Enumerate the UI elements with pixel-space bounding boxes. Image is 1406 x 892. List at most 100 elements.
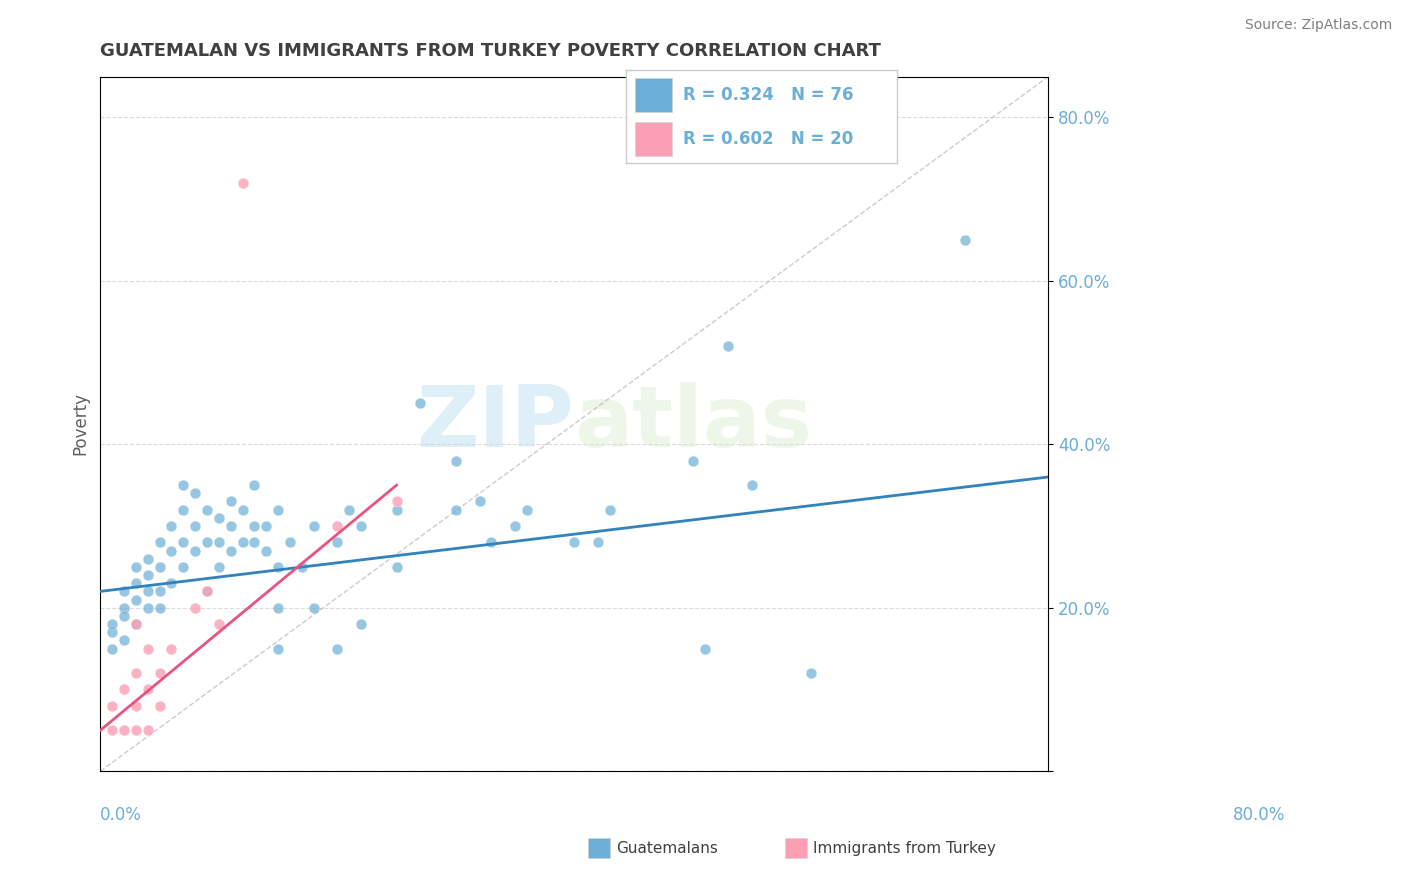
- Point: [195, 535, 218, 549]
- Point: [149, 698, 172, 713]
- Text: atlas: atlas: [574, 383, 813, 466]
- Point: [172, 478, 194, 492]
- Point: [693, 641, 716, 656]
- Point: [254, 519, 277, 533]
- Point: [125, 576, 148, 591]
- Point: [112, 608, 135, 623]
- Point: [562, 535, 585, 549]
- Point: [243, 478, 266, 492]
- Point: [326, 641, 349, 656]
- Point: [184, 600, 207, 615]
- Point: [195, 584, 218, 599]
- Point: [385, 494, 408, 508]
- Point: [149, 559, 172, 574]
- Point: [195, 502, 218, 516]
- Point: [409, 396, 432, 410]
- Point: [503, 519, 526, 533]
- Point: [326, 535, 349, 549]
- Point: [444, 502, 467, 516]
- Point: [184, 519, 207, 533]
- Point: [101, 641, 124, 656]
- Point: [149, 600, 172, 615]
- Point: [326, 519, 349, 533]
- Point: [149, 535, 172, 549]
- Point: [125, 592, 148, 607]
- FancyBboxPatch shape: [634, 122, 672, 156]
- Point: [302, 519, 325, 533]
- Point: [337, 502, 360, 516]
- Point: [232, 502, 254, 516]
- Point: [112, 600, 135, 615]
- Point: [350, 519, 373, 533]
- Point: [101, 617, 124, 632]
- Point: [125, 723, 148, 738]
- Text: Guatemalans: Guatemalans: [616, 841, 717, 855]
- Point: [136, 723, 159, 738]
- Point: [243, 535, 266, 549]
- Point: [101, 698, 124, 713]
- Point: [125, 698, 148, 713]
- Point: [682, 453, 704, 467]
- Text: ZIP: ZIP: [416, 383, 574, 466]
- Point: [125, 559, 148, 574]
- Point: [267, 600, 290, 615]
- Point: [267, 641, 290, 656]
- Point: [219, 494, 242, 508]
- Point: [468, 494, 491, 508]
- Point: [350, 617, 373, 632]
- Point: [955, 233, 977, 247]
- Point: [112, 723, 135, 738]
- Point: [267, 559, 290, 574]
- Y-axis label: Poverty: Poverty: [72, 392, 89, 455]
- Point: [385, 559, 408, 574]
- Point: [586, 535, 609, 549]
- Point: [741, 478, 763, 492]
- Point: [160, 543, 183, 558]
- Point: [160, 576, 183, 591]
- Point: [208, 617, 231, 632]
- Point: [125, 617, 148, 632]
- Point: [136, 551, 159, 566]
- Point: [243, 519, 266, 533]
- Point: [219, 519, 242, 533]
- Point: [219, 543, 242, 558]
- Point: [101, 723, 124, 738]
- Point: [302, 600, 325, 615]
- Point: [208, 559, 231, 574]
- Point: [136, 641, 159, 656]
- Point: [278, 535, 301, 549]
- Point: [254, 543, 277, 558]
- Point: [172, 535, 194, 549]
- Point: [112, 633, 135, 648]
- Point: [172, 502, 194, 516]
- Point: [112, 584, 135, 599]
- Point: [136, 682, 159, 697]
- Point: [172, 559, 194, 574]
- Point: [160, 519, 183, 533]
- Text: 80.0%: 80.0%: [1233, 805, 1285, 824]
- Text: Source: ZipAtlas.com: Source: ZipAtlas.com: [1244, 18, 1392, 32]
- Point: [479, 535, 502, 549]
- Point: [101, 625, 124, 640]
- Point: [232, 535, 254, 549]
- Point: [149, 584, 172, 599]
- Point: [232, 176, 254, 190]
- Point: [160, 641, 183, 656]
- Text: Immigrants from Turkey: Immigrants from Turkey: [813, 841, 995, 855]
- Text: 0.0%: 0.0%: [100, 805, 142, 824]
- Point: [136, 600, 159, 615]
- Point: [444, 453, 467, 467]
- Point: [717, 339, 740, 353]
- Point: [516, 502, 538, 516]
- FancyBboxPatch shape: [634, 78, 672, 112]
- Text: R = 0.602   N = 20: R = 0.602 N = 20: [683, 130, 853, 148]
- Point: [125, 617, 148, 632]
- Point: [195, 584, 218, 599]
- Point: [136, 568, 159, 582]
- Point: [208, 511, 231, 525]
- Point: [136, 584, 159, 599]
- Text: R = 0.324   N = 76: R = 0.324 N = 76: [683, 86, 853, 104]
- Point: [184, 543, 207, 558]
- Point: [149, 666, 172, 681]
- Point: [208, 535, 231, 549]
